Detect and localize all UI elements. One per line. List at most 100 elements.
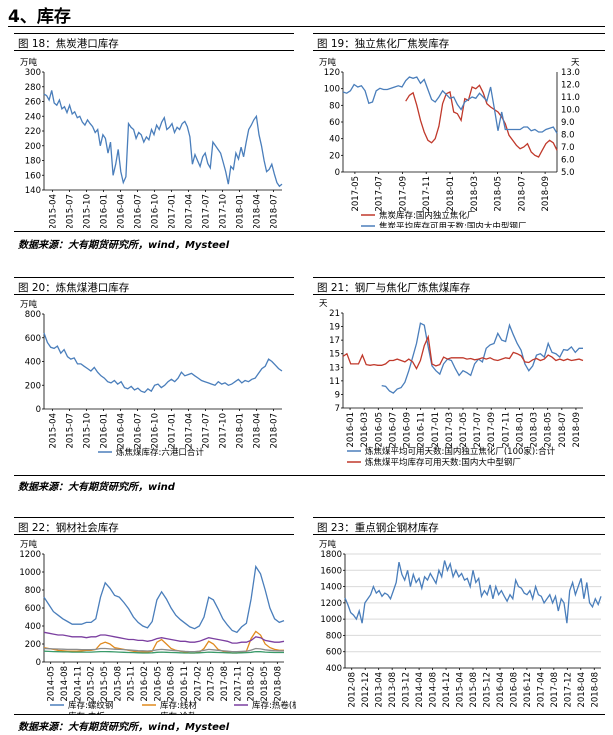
y-tick-label: 80	[329, 101, 340, 111]
x-tick-label: 2018-07	[517, 176, 527, 212]
x-tick-label: 2015-08	[469, 672, 479, 708]
y-axis-unit: 万吨	[20, 539, 38, 550]
series-line	[43, 650, 284, 654]
section-divider	[8, 26, 605, 27]
series-line	[405, 84, 558, 158]
chart-coking-plant-coke-inventory: 万吨 0 20 40 60 80 100 120 天 5.0 6.0 7.0 8.0 9.0 10.0 11.…	[319, 57, 580, 228]
x-tick-label: 2017-10	[219, 194, 229, 228]
x-tick-label: 2016-09	[403, 412, 413, 448]
divider	[313, 534, 605, 535]
x-tick-label: 2015-07	[66, 194, 76, 228]
divider	[14, 714, 605, 715]
y-tick-label: 280	[25, 83, 41, 93]
y-tick-label: 600	[25, 334, 41, 344]
x-tick-label: 2014-08	[60, 666, 70, 702]
y-tick-label: 11	[329, 377, 340, 387]
y-axis-unit: 万吨	[20, 299, 38, 310]
y-tick-label: 180	[25, 157, 41, 167]
x-tick-label: 2018-09	[572, 412, 582, 448]
x-tick-label: 2015-04	[456, 672, 466, 708]
y2-tick-label: 8.0	[561, 131, 575, 141]
y-tick-label: 0	[36, 658, 41, 668]
legend-label: 库存:中板	[68, 711, 105, 714]
series-line	[43, 647, 284, 653]
x-tick-label: 2015-12	[482, 672, 492, 708]
y-tick-label: 200	[25, 142, 41, 152]
y-tick-label: 1600	[320, 566, 342, 576]
y2-tick-label: 13.0	[561, 68, 580, 78]
figure-title-22: 图 22：钢材社会库存	[18, 522, 119, 534]
x-tick-label: 2016-01	[346, 412, 356, 448]
x-tick-label: 2015-05	[100, 666, 110, 702]
x-tick-label: 2016-12	[523, 672, 533, 708]
x-tick-label: 2018-07	[270, 413, 280, 449]
y-tick-label: 600	[326, 648, 342, 658]
legend-label: 库存:线材	[160, 700, 197, 711]
y-tick-label: 800	[25, 310, 41, 320]
x-tick-label: 2013-04	[375, 672, 385, 708]
y2-tick-label: 9.0	[561, 118, 575, 128]
x-tick-label: 2014-11	[73, 666, 83, 702]
y-axis-unit: 天	[319, 299, 328, 309]
x-tick-label: 2014-04	[415, 672, 425, 708]
y-tick-label: 40	[329, 135, 340, 145]
x-tick-label: 2018-01	[236, 413, 246, 449]
y-tick-label: 240	[25, 112, 41, 122]
x-tick-label: 2018-03	[530, 412, 540, 448]
divider	[14, 50, 294, 51]
legend-label: 焦炭库存:国内独立焦化厂	[379, 210, 475, 221]
x-tick-label: 2017-04	[185, 413, 195, 449]
legend-label: 库存:冷轧	[160, 711, 197, 714]
figure-title-20: 图 20：炼焦煤港口库存	[18, 282, 130, 294]
chart-coking-coal-inventory-days: 天 7 9 11 13 15 17 19 21 2016-01 2016-03 2016-05 2016…	[319, 299, 584, 468]
figure-title-23: 图 23：重点钢企钢材库存	[317, 522, 439, 534]
divider	[313, 277, 605, 278]
series-line	[43, 564, 285, 634]
x-tick-label: 2018-05	[544, 412, 554, 448]
series-line	[342, 334, 584, 371]
x-tick-label: 2017-01	[168, 413, 178, 449]
y-tick-label: 0	[335, 168, 340, 178]
x-tick-label: 2014-05	[47, 666, 57, 702]
series-line	[342, 76, 558, 134]
y-tick-label: 400	[326, 664, 342, 674]
y2-tick-label: 6.0	[561, 156, 575, 166]
series-line	[381, 322, 583, 394]
x-tick-label: 2017-01	[168, 194, 178, 228]
x-tick-label: 2013-08	[388, 672, 398, 708]
y-tick-label: 100	[324, 85, 340, 95]
x-tick-label: 2018-08	[273, 666, 283, 702]
x-tick-label: 2017-07	[473, 412, 483, 448]
y-tick-label: 9	[335, 390, 340, 400]
y-tick-label: 15	[329, 350, 340, 360]
y-tick-label: 60	[329, 118, 340, 128]
y-tick-label: 1000	[320, 615, 342, 625]
y-tick-label: 7	[335, 404, 340, 414]
x-tick-label: 2016-04	[117, 194, 127, 228]
x-tick-label: 2017-11	[233, 666, 243, 702]
x-tick-label: 2017-09	[487, 412, 497, 448]
x-tick-label: 2018-07	[558, 412, 568, 448]
x-tick-label: 2017-01	[431, 412, 441, 448]
y-tick-label: 13	[329, 363, 340, 373]
x-tick-label: 2017-04	[185, 194, 195, 228]
divider	[14, 277, 294, 278]
x-tick-label: 2015-11	[127, 666, 137, 702]
x-tick-label: 2017-03	[445, 412, 455, 448]
series-line	[43, 332, 283, 394]
y-tick-label: 400	[25, 358, 41, 368]
x-tick-label: 2018-02	[247, 666, 257, 702]
y-axis-unit: 万吨	[20, 57, 38, 68]
y-tick-label: 220	[25, 127, 41, 137]
legend-label: 炼焦煤平均可用天数:国内独立焦化厂(100家):合计	[365, 446, 556, 457]
x-tick-label: 2017-05	[207, 666, 217, 702]
data-source-row3: 数据来源：大有期货研究所，wind，Mysteel	[18, 722, 230, 733]
y2-axis-unit: 天	[571, 58, 580, 68]
x-tick-label: 2016-10	[151, 413, 161, 449]
y-tick-label: 200	[25, 381, 41, 391]
x-tick-label: 2017-11	[422, 176, 432, 212]
y2-tick-label: 10.0	[561, 106, 580, 116]
y-tick-label: 21	[329, 309, 340, 319]
x-tick-label: 2015-10	[83, 194, 93, 228]
